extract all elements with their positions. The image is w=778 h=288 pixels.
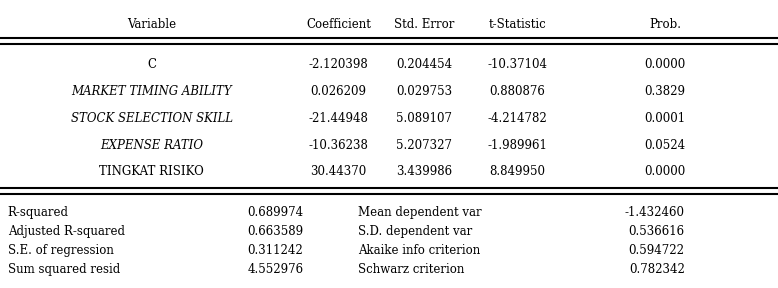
Text: 8.849950: 8.849950 (489, 165, 545, 179)
Text: EXPENSE RATIO: EXPENSE RATIO (100, 139, 203, 152)
Text: R-squared: R-squared (8, 206, 68, 219)
Text: 0.029753: 0.029753 (396, 85, 452, 98)
Text: 0.689974: 0.689974 (247, 206, 303, 219)
Text: -1.432460: -1.432460 (625, 206, 685, 219)
Text: Variable: Variable (127, 18, 177, 31)
Text: Std. Error: Std. Error (394, 18, 454, 31)
Text: 0.0000: 0.0000 (644, 58, 686, 71)
Text: S.E. of regression: S.E. of regression (8, 244, 114, 257)
Text: Schwarz criterion: Schwarz criterion (358, 263, 464, 276)
Text: MARKET TIMING ABILITY: MARKET TIMING ABILITY (72, 85, 232, 98)
Text: 0.0524: 0.0524 (645, 139, 685, 152)
Text: 4.552976: 4.552976 (247, 263, 303, 276)
Text: -1.989961: -1.989961 (488, 139, 547, 152)
Text: 0.782342: 0.782342 (629, 263, 685, 276)
Text: 0.3829: 0.3829 (645, 85, 685, 98)
Text: -10.36238: -10.36238 (309, 139, 368, 152)
Text: -4.214782: -4.214782 (488, 112, 547, 125)
Text: STOCK SELECTION SKILL: STOCK SELECTION SKILL (71, 112, 233, 125)
Text: Mean dependent var: Mean dependent var (358, 206, 482, 219)
Text: Sum squared resid: Sum squared resid (8, 263, 120, 276)
Text: C: C (147, 58, 156, 71)
Text: S.D. dependent var: S.D. dependent var (358, 225, 472, 238)
Text: 0.311242: 0.311242 (247, 244, 303, 257)
Text: t-Statistic: t-Statistic (489, 18, 546, 31)
Text: 0.0000: 0.0000 (644, 165, 686, 179)
Text: 0.026209: 0.026209 (310, 85, 366, 98)
Text: 0.594722: 0.594722 (629, 244, 685, 257)
Text: 5.207327: 5.207327 (396, 139, 452, 152)
Text: TINGKAT RISIKO: TINGKAT RISIKO (100, 165, 204, 179)
Text: 0.663589: 0.663589 (247, 225, 303, 238)
Text: -2.120398: -2.120398 (309, 58, 368, 71)
Text: Akaike info criterion: Akaike info criterion (358, 244, 480, 257)
Text: 3.439986: 3.439986 (396, 165, 452, 179)
Text: Prob.: Prob. (649, 18, 682, 31)
Text: Coefficient: Coefficient (306, 18, 371, 31)
Text: -10.37104: -10.37104 (487, 58, 548, 71)
Text: 5.089107: 5.089107 (396, 112, 452, 125)
Text: 0.0001: 0.0001 (645, 112, 685, 125)
Text: 0.204454: 0.204454 (396, 58, 452, 71)
Text: 0.880876: 0.880876 (489, 85, 545, 98)
Text: 30.44370: 30.44370 (310, 165, 366, 179)
Text: Adjusted R-squared: Adjusted R-squared (8, 225, 124, 238)
Text: 0.536616: 0.536616 (629, 225, 685, 238)
Text: -21.44948: -21.44948 (309, 112, 368, 125)
